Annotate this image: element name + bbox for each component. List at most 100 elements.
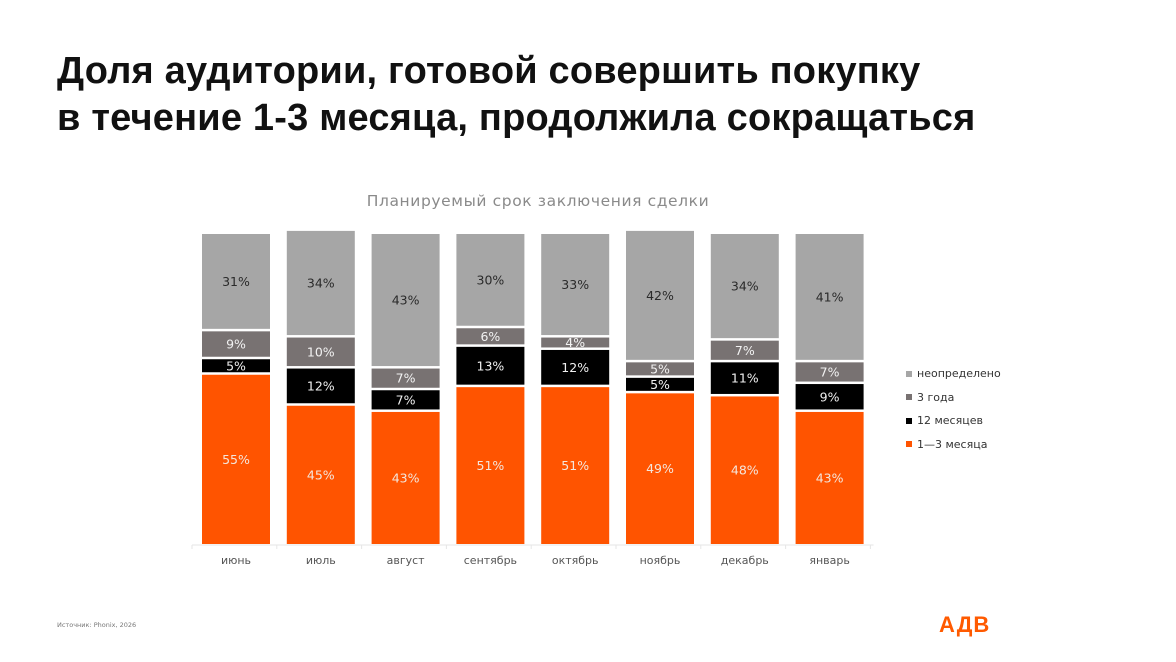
bar-segment — [710, 340, 779, 360]
bar-segment — [456, 346, 525, 385]
bar-segment — [710, 234, 779, 339]
data-label: 55% — [222, 452, 250, 467]
legend-label: неопределено — [917, 367, 1001, 381]
x-tick-label: сентябрь — [464, 554, 517, 567]
bar-group-3: 51% 13% 6% 30% — [456, 234, 525, 544]
x-tick-label: октябрь — [552, 554, 599, 567]
bar-segment — [541, 387, 610, 544]
bar-segment — [371, 390, 440, 410]
bar-segment — [541, 337, 610, 348]
data-label: 41% — [816, 289, 844, 304]
legend-swatch-icon — [906, 370, 912, 377]
x-tick-label: август — [387, 554, 426, 567]
legend-item: неопределено — [906, 362, 1001, 386]
data-label: 34% — [307, 275, 335, 290]
x-tick-label: июль — [306, 554, 336, 567]
legend-label: 3 года — [917, 390, 955, 404]
chart-legend: неопределено 3 года 12 месяцев 1—3 месяца — [906, 362, 1001, 456]
bar-segment — [626, 230, 694, 360]
data-label: 7% — [396, 392, 416, 407]
data-label: 12% — [561, 360, 589, 375]
slide-title: Доля аудитории, готовой совершить покупк… — [57, 48, 976, 142]
x-tick-label: январь — [809, 554, 850, 567]
bar-segment — [710, 396, 779, 544]
data-label: 9% — [820, 389, 840, 404]
bar-group-2: 43% 7% 7% 43% — [371, 234, 440, 544]
data-label: 49% — [646, 461, 674, 476]
bar-segment — [456, 234, 525, 326]
bar-segment — [202, 234, 270, 329]
bar-segment — [795, 411, 864, 544]
bar-segment — [371, 411, 440, 544]
bar-segment — [541, 234, 610, 336]
data-label: 10% — [307, 344, 335, 359]
brand-logo: АДВ — [939, 612, 991, 637]
legend-swatch-icon — [906, 394, 912, 401]
data-label: 42% — [646, 288, 674, 303]
bar-group-0: 55% 5% 9% 31% — [202, 234, 270, 544]
data-label: 51% — [561, 458, 589, 473]
chart-title: Планируемый срок заключения сделки — [366, 192, 710, 210]
bar-segment — [795, 384, 864, 410]
bar-segment — [456, 387, 525, 544]
x-tick-label: ноябрь — [640, 554, 681, 567]
source-note: Источник: Phonix, 2026 — [57, 621, 137, 629]
legend-item: 12 месяцев — [906, 409, 1001, 433]
bar-group-4: 51% 12% 4% 33% — [541, 234, 610, 544]
data-label: 43% — [392, 470, 420, 485]
data-label: 11% — [731, 371, 759, 386]
bar-segment — [286, 230, 355, 336]
data-label: 7% — [396, 371, 416, 386]
data-label: 5% — [650, 361, 670, 376]
legend-item: 3 года — [906, 386, 1001, 410]
data-label: 31% — [222, 274, 250, 289]
data-label: 12% — [307, 378, 335, 393]
data-label: 7% — [820, 364, 840, 379]
bar-group-5: 49% 5%5% 42% — [626, 230, 694, 544]
bar-segment — [371, 368, 440, 388]
bar-segment — [626, 362, 694, 376]
data-label: 9% — [226, 337, 246, 352]
data-label: 5% — [226, 358, 246, 373]
data-label: 51% — [477, 458, 505, 473]
data-label: 30% — [477, 272, 505, 287]
bar-group-6: 48% 11% 7% 34% — [710, 234, 779, 544]
bar-segment — [795, 362, 864, 382]
bar-segment — [286, 337, 355, 367]
x-tick-label: декабрь — [721, 554, 769, 567]
bar-segment — [626, 377, 694, 391]
x-tick-label: июнь — [221, 554, 251, 567]
data-label: 6% — [480, 329, 500, 344]
data-label: 43% — [392, 293, 420, 308]
legend-label: 1—3 месяца — [917, 437, 988, 451]
data-label: 45% — [307, 467, 335, 482]
bar-segment — [371, 234, 440, 367]
data-label: 13% — [477, 358, 505, 373]
bar-segment — [456, 328, 525, 345]
legend-swatch-icon — [906, 417, 912, 424]
data-label: 43% — [816, 470, 844, 485]
bar-segment — [286, 405, 355, 544]
bar-segment — [795, 234, 864, 360]
bar-segment — [202, 374, 270, 544]
data-label: 34% — [731, 279, 759, 294]
data-label: 4% — [565, 335, 585, 350]
legend-item: 1—3 месяца — [906, 433, 1001, 457]
data-label: 5% — [650, 377, 670, 392]
bar-segment — [286, 368, 355, 404]
data-label: 7% — [735, 343, 755, 358]
title-line-2: в течение 1-3 месяца, продолжила сокраща… — [57, 97, 976, 139]
bar-segment — [710, 362, 779, 394]
bar-group-7: 43% 9% 7% 41% — [795, 234, 864, 544]
bar-segment — [202, 359, 270, 373]
legend-label: 12 месяцев — [917, 414, 983, 428]
bar-segment — [541, 349, 610, 385]
bar-segment — [626, 393, 694, 544]
legend-swatch-icon — [906, 441, 912, 448]
data-label: 33% — [561, 277, 589, 292]
data-label: 48% — [731, 463, 759, 478]
bar-segment — [202, 331, 270, 357]
bar-group-1: 45% 12% 10% 34% — [286, 230, 355, 544]
title-line-1: Доля аудитории, готовой совершить покупк… — [57, 50, 921, 92]
